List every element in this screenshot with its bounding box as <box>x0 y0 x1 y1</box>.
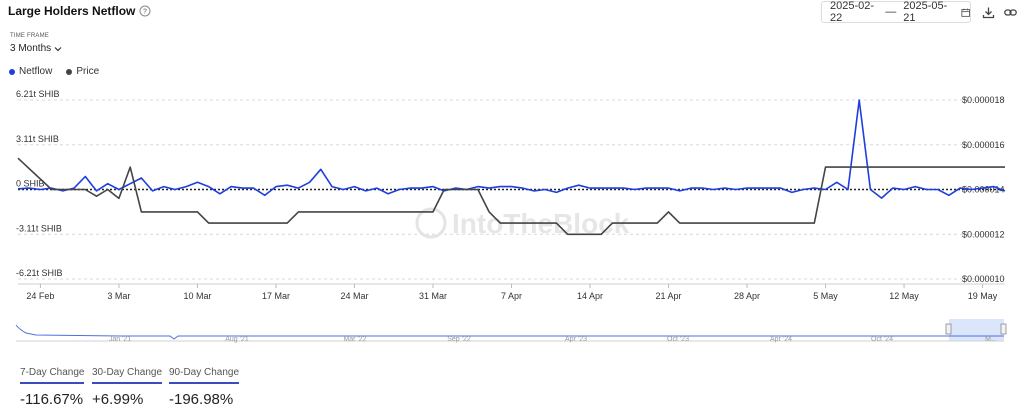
date-start: 2025-02-22 <box>830 0 875 24</box>
change-30day-label: 30-Day Change <box>92 367 163 384</box>
y-right-tick-label: $0.000016 <box>962 140 1005 150</box>
y-axis-right: $0.000018 $0.000016 $0.000014 $0.000012 $0.0… <box>962 95 1005 284</box>
legend-label-price: Price <box>76 66 100 77</box>
x-tick-label: 28 Apr <box>734 291 760 301</box>
x-tick-label: 21 Apr <box>656 291 682 301</box>
navigator-handle-left <box>945 323 952 335</box>
chart-title-text: Large Holders Netflow <box>8 4 136 18</box>
date-separator: — <box>885 6 897 18</box>
legend-label-netflow: Netflow <box>19 66 53 77</box>
link-icon[interactable] <box>1004 6 1017 19</box>
svg-text:?: ? <box>143 9 147 16</box>
chevron-down-icon <box>54 46 62 51</box>
timeframe-value: 3 Months <box>10 43 52 54</box>
y-right-tick-label: $0.000010 <box>962 274 1005 284</box>
y-right-tick-label: $0.000018 <box>962 95 1005 105</box>
navigator-background <box>16 319 1004 341</box>
x-tick-label: 7 Apr <box>501 291 522 301</box>
y-right-tick-label: $0.000014 <box>962 185 1005 195</box>
price-line <box>17 157 1005 236</box>
date-range-picker[interactable]: 2025-02-22 — 2025-05-21 <box>821 0 971 24</box>
navigator-handle-right <box>1000 323 1007 335</box>
chart-title: Large Holders Netflow ? <box>8 4 151 18</box>
legend-item-netflow[interactable]: Netflow <box>9 66 52 77</box>
navigator-label: Jan '21 <box>109 336 131 343</box>
x-tick-label: 5 May <box>813 291 838 301</box>
y-axis-left: 6.21t SHIB 3.11t SHIB 0 SHIB -3.11t SHIB -6.… <box>16 89 63 278</box>
legend: Netflow Price <box>9 66 99 77</box>
navigator-label: Mar '22 <box>343 336 366 343</box>
help-icon[interactable]: ? <box>139 5 151 17</box>
y-left-tick-label: -3.11t SHIB <box>16 223 62 233</box>
change-30day-value: +6.99% <box>92 391 144 408</box>
series-group <box>17 99 1006 236</box>
navigator-label: Sep '22 <box>447 336 471 343</box>
change-7day-label: 7-Day Change <box>20 367 85 384</box>
change-30day[interactable]: 30-Day Change +6.99% <box>92 362 163 408</box>
change-90day[interactable]: 90-Day Change -196.98% <box>169 362 240 408</box>
navigator-label: Oct '24 <box>871 336 893 343</box>
timeframe-select[interactable]: 3 Months <box>10 43 62 54</box>
x-tick-label: 17 Mar <box>262 291 290 301</box>
navigator-label: Apr '23 <box>565 336 587 343</box>
x-tick-label: 3 Mar <box>107 291 130 301</box>
y-left-tick-label: 3.11t SHIB <box>16 134 59 144</box>
y-right-tick-label: $0.000012 <box>962 229 1005 239</box>
change-7day[interactable]: 7-Day Change -116.67% <box>20 362 85 408</box>
x-tick-label: 31 Mar <box>419 291 447 301</box>
change-90day-value: -196.98% <box>169 391 234 408</box>
netflow-line <box>17 99 1006 199</box>
change-7day-value: -116.67% <box>20 391 84 408</box>
navigator-label: Oct '23 <box>667 336 689 343</box>
x-tick-label: 19 May <box>968 291 998 301</box>
x-axis: 24 Feb 3 Mar 10 Mar 17 Mar 24 Mar 31 Mar 7 Apr… <box>18 283 1005 301</box>
change-90day-label: 90-Day Change <box>169 367 240 384</box>
legend-dot-netflow <box>9 68 15 75</box>
legend-dot-price <box>66 68 73 75</box>
y-left-tick-label: 6.21t SHIB <box>16 89 60 99</box>
x-tick-label: 10 Mar <box>183 291 211 301</box>
navigator: Jan '21 Aug '21 Mar '22 Sep '22 Apr '23 Oct '… <box>15 319 1007 343</box>
x-tick-label: 24 Mar <box>340 291 368 301</box>
timeframe-label: TIME FRAME <box>10 33 49 39</box>
download-icon[interactable] <box>982 6 995 19</box>
x-tick-label: 14 Apr <box>577 291 603 301</box>
grid-lines <box>18 99 1005 280</box>
x-tick-label: 24 Feb <box>26 291 54 301</box>
calendar-icon <box>960 8 970 17</box>
navigator-line <box>15 324 1004 340</box>
navigator-label: M... <box>985 336 997 343</box>
y-left-tick-label: -6.21t SHIB <box>16 268 63 278</box>
navigator-label: Aug '21 <box>225 336 249 343</box>
navigator-label: Apr '24 <box>770 336 792 343</box>
y-left-tick-label: 0 SHIB <box>16 179 45 189</box>
date-end: 2025-05-21 <box>903 0 948 24</box>
x-tick-label: 12 May <box>889 291 919 301</box>
legend-item-price[interactable]: Price <box>66 66 99 77</box>
watermark-logo-icon <box>415 207 447 239</box>
